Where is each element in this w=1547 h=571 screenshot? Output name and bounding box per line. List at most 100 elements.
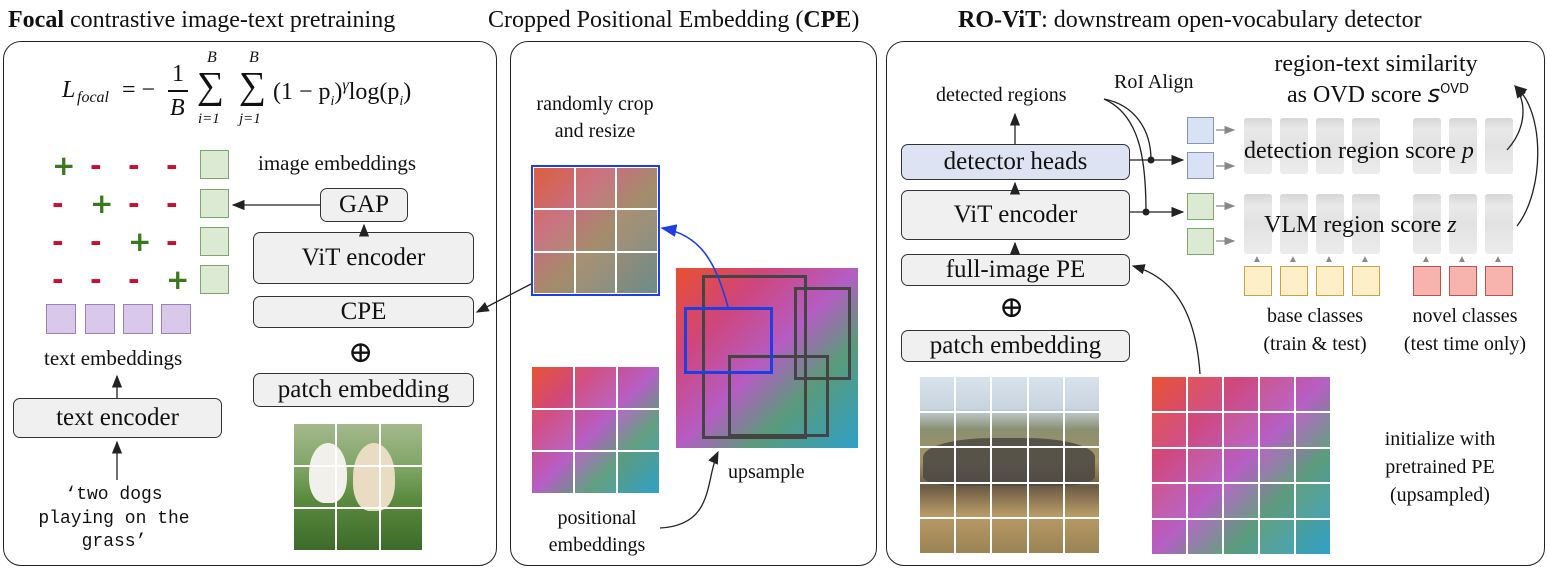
- formula-gamma: γ: [342, 77, 349, 94]
- negative-pair-sign: -: [52, 263, 64, 296]
- ele-grid-cell: [991, 447, 1028, 483]
- vlm-score-text: VLM region score: [1264, 212, 1448, 238]
- detected-region-feature: [1187, 117, 1214, 144]
- image-embedding-square: [200, 227, 229, 256]
- dogs-grid-cell: [336, 465, 380, 509]
- positive-pair-sign: +: [128, 225, 152, 258]
- formula-frac-num: 1: [172, 61, 184, 87]
- gap-box: GAP: [320, 188, 408, 222]
- ele-grid-cell: [955, 482, 992, 519]
- formula-sum2: ∑: [239, 65, 267, 107]
- full-pe-grid-cell: [1187, 519, 1223, 555]
- header-rovit-rest: : downstream open-vocabulary detector: [1041, 7, 1422, 33]
- novel-classes-line-2: (test time only): [1403, 333, 1527, 355]
- full-pe-grid-cell: [1259, 483, 1295, 520]
- crop-grid-cell: [533, 251, 575, 294]
- similarity-matrix: + - - - - + - - - - + - - - - +: [40, 150, 200, 300]
- formula-sum1-bot: i=1: [198, 111, 220, 127]
- header-rovit: RO-ViT: downstream open-vocabulary detec…: [958, 8, 1422, 32]
- full-pe-grid-cell: [1259, 411, 1295, 448]
- text-embedding-square: [46, 304, 76, 334]
- negative-pair-sign: -: [128, 263, 140, 296]
- pos-grid-cell: [574, 366, 617, 409]
- text-encoder-box: text encoder: [13, 398, 222, 438]
- score-column: [1316, 194, 1344, 254]
- ele-grid-cell: [1027, 411, 1064, 448]
- detection-score-text: detection region score: [1244, 138, 1462, 164]
- negative-pair-sign: -: [166, 187, 178, 220]
- crop-region-selected: [684, 307, 773, 374]
- score-column: [1244, 194, 1272, 254]
- image-embeddings-label: image embeddings: [258, 151, 417, 175]
- formula-log-end: ): [403, 79, 412, 105]
- pos-grid-cell: [531, 451, 574, 494]
- base-class-square: [1244, 266, 1272, 296]
- formula-sum2-bot: j=1: [239, 111, 261, 127]
- dogs-grid-cell: [293, 465, 337, 509]
- dogs-grid-cell: [336, 508, 380, 551]
- score-column: [1413, 118, 1441, 174]
- full-pe-grid-cell: [1295, 519, 1331, 555]
- ele-grid-cell: [991, 376, 1028, 412]
- header-cpe-bold: CPE: [803, 7, 852, 33]
- score-column: [1352, 118, 1380, 174]
- score-column: [1352, 194, 1380, 254]
- vlm-score-var: z: [1447, 212, 1457, 238]
- full-pe-grid-cell: [1295, 411, 1331, 448]
- oplus-left: ⊕: [348, 336, 374, 369]
- novel-class-square: [1413, 266, 1441, 296]
- base-classes-line-1: base classes: [1266, 305, 1364, 327]
- full-pe-grid-cell: [1223, 447, 1259, 484]
- image-embedding-square: [200, 150, 229, 179]
- similarity-line-2-text: as OVD score: [1287, 82, 1428, 108]
- ele-grid-cell: [991, 518, 1028, 554]
- cpe-box: CPE: [253, 296, 474, 328]
- ele-grid-cell: [1063, 482, 1100, 519]
- detector-heads-box: detector heads: [901, 144, 1130, 180]
- ele-grid-cell: [1027, 518, 1064, 554]
- similarity-line-2: as OVD score sOVD: [1287, 82, 1469, 107]
- negative-pair-sign: -: [52, 225, 64, 258]
- full-pe-grid-cell: [1187, 447, 1223, 484]
- formula-sum2-top: B: [249, 49, 259, 66]
- oplus-right: ⊕: [999, 291, 1025, 324]
- base-class-square: [1280, 266, 1308, 296]
- elephants-photo-grid: [919, 376, 1100, 554]
- ele-grid-cell: [919, 376, 956, 412]
- patch-embedding-box-left: patch embedding: [253, 373, 474, 407]
- dog-right-image: [353, 443, 395, 511]
- focal-loss-formula: L focal = − 1 B B ∑ i=1 B ∑ j=1 (1 − pi)…: [58, 50, 458, 130]
- header-focal: Focal contrastive image-text pretraining: [8, 8, 395, 32]
- score-column: [1485, 118, 1513, 174]
- dog-left-image: [309, 443, 347, 503]
- elephant-herd-image: [923, 438, 1095, 486]
- full-pe-grid-cell: [1151, 376, 1187, 412]
- ele-grid-cell: [1027, 447, 1064, 483]
- ele-grid-cell: [1063, 447, 1100, 483]
- class-to-score-arrow-icon: ▲: [1324, 254, 1334, 265]
- caption-line-3: grass’: [81, 532, 147, 552]
- init-line-3: (upsampled): [1390, 484, 1490, 506]
- positional-embeddings-grid: [531, 366, 660, 494]
- crop-grid-cell: [616, 251, 658, 294]
- header-cpe-rest: Cropped Positional Embedding (: [488, 7, 804, 33]
- formula-L-sub: focal: [77, 89, 109, 106]
- formula-body-sub: i: [330, 93, 335, 109]
- negative-pair-sign: -: [128, 187, 140, 220]
- dogs-grid-cell: [379, 423, 423, 466]
- crop-grid-cell: [533, 167, 575, 210]
- ele-grid-cell: [1063, 411, 1100, 448]
- text-embedding-square: [123, 304, 153, 334]
- ele-grid-cell: [1027, 376, 1064, 412]
- init-line-2: pretrained PE: [1385, 456, 1495, 478]
- header-rovit-bold: RO-ViT: [958, 7, 1042, 33]
- positive-pair-sign: +: [90, 187, 114, 220]
- class-to-score-arrow-icon: ▲: [1421, 254, 1431, 265]
- header-cpe: Cropped Positional Embedding (CPE): [488, 8, 859, 32]
- full-pe-grid-cell: [1295, 483, 1331, 520]
- ele-grid-cell: [955, 411, 992, 448]
- vit-encoder-box-right: ViT encoder: [901, 190, 1130, 240]
- negative-pair-sign: -: [52, 187, 64, 220]
- pos-grid-cell: [574, 451, 617, 494]
- formula-sum1: ∑: [197, 65, 225, 107]
